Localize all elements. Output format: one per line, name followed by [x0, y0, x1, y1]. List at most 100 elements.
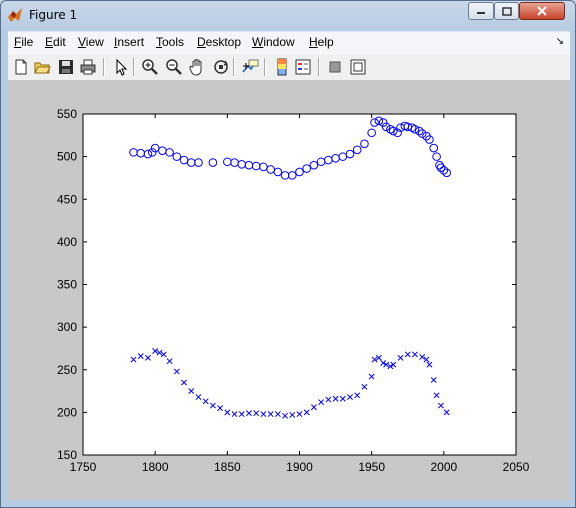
minimize-icon [477, 12, 485, 14]
data-point-circle [370, 118, 379, 127]
data-point-cross [325, 396, 332, 403]
menu-help-mnemonic: H [309, 35, 318, 49]
rotate-3d-button[interactable] [212, 58, 230, 76]
x-tick-label: 1900 [286, 460, 313, 474]
menu-desktop[interactable]: Desktop [197, 35, 241, 49]
menu-help-text: elp [317, 35, 334, 49]
colorbar-button[interactable] [273, 58, 291, 76]
data-point-cross [224, 409, 231, 416]
maximize-icon [501, 6, 512, 16]
menu-view[interactable]: View [78, 35, 104, 49]
toolbar-separator [318, 58, 320, 76]
data-point-cross [397, 354, 404, 361]
zoom-in-button[interactable] [141, 58, 159, 76]
legend-button[interactable] [294, 58, 312, 76]
data-point-cross [130, 356, 137, 363]
data-point-circle [435, 160, 444, 170]
data-point-circle [425, 135, 434, 144]
y-tick-label: 200 [57, 405, 77, 419]
data-point-circle [374, 116, 384, 126]
x-tick-label: 2000 [430, 460, 457, 474]
y-tick-label: 450 [57, 192, 77, 206]
data-point-circle [287, 171, 297, 180]
data-cursor-icon [242, 59, 259, 73]
data-point-circle [367, 128, 376, 138]
data-point-circle [309, 160, 319, 170]
hide-plot-tools-button[interactable] [326, 58, 344, 76]
toolbar-separator [103, 58, 105, 76]
data-point-cross [231, 411, 238, 418]
figure-toolbar [8, 53, 570, 81]
axes-background[interactable] [83, 114, 516, 455]
data-point-circle [194, 158, 203, 167]
colorbar-icon [277, 58, 287, 76]
data-point-cross [332, 395, 339, 402]
select-arrow-icon [116, 58, 128, 76]
zoom-out-icon [166, 59, 182, 75]
data-point-cross [289, 411, 296, 418]
data-point-circle [414, 126, 424, 136]
y-tick-label: 150 [57, 448, 77, 462]
save-icon [59, 60, 73, 74]
data-point-circle [172, 152, 182, 161]
data-point-circle [393, 128, 402, 138]
menu-file-mnemonic: F [14, 35, 22, 49]
new-figure-icon [15, 59, 27, 75]
open-file-button[interactable] [33, 58, 51, 76]
menu-file[interactable]: File [14, 35, 33, 49]
data-point-circle [165, 148, 174, 157]
menu-edit[interactable]: Edit [45, 35, 66, 49]
pan-hand-icon [189, 59, 202, 76]
maximize-button[interactable] [494, 2, 519, 20]
select-arrow-button[interactable] [112, 58, 130, 76]
data-point-circle [273, 167, 283, 177]
data-point-cross [310, 404, 317, 411]
data-point-cross [375, 354, 382, 361]
data-point-cross [354, 392, 361, 399]
minimize-button[interactable] [468, 2, 494, 20]
data-point-circle [389, 126, 398, 136]
pan-hand-button[interactable] [188, 58, 206, 76]
save-button[interactable] [57, 58, 75, 76]
data-point-cross [426, 361, 433, 368]
data-point-cross [144, 354, 151, 361]
data-point-circle [345, 149, 355, 159]
show-plot-tools-button[interactable] [349, 58, 367, 76]
menu-help[interactable]: Help [309, 35, 334, 49]
menu-window[interactable]: Window [252, 35, 295, 49]
data-point-cross [387, 363, 394, 370]
data-point-circle [360, 139, 369, 149]
data-point-cross [188, 388, 195, 395]
data-point-cross [347, 394, 353, 400]
data-point-cross [423, 356, 430, 363]
x-tick-label: 1800 [142, 460, 169, 474]
close-button[interactable] [519, 2, 565, 20]
menu-window-mnemonic: W [252, 35, 264, 49]
data-point-cross [267, 411, 274, 418]
menu-edit-mnemonic: E [45, 35, 54, 49]
menu-desktop-mnemonic: D [197, 35, 206, 49]
plot-svg[interactable]: 1750 1800 1850 1900 1950 2000 2050 150 200 250 300… [8, 80, 570, 500]
print-button[interactable] [79, 58, 97, 76]
data-point-cross [156, 349, 163, 356]
close-icon [537, 6, 547, 16]
menu-insert[interactable]: Insert [114, 35, 144, 49]
data-point-cross [246, 410, 252, 417]
zoom-in-icon [142, 59, 158, 75]
dock-arrow-icon[interactable]: ↘ [555, 36, 564, 47]
data-cursor-button[interactable] [241, 58, 259, 76]
y-tick-label: 500 [57, 150, 77, 164]
menu-file-text: ile [21, 35, 34, 49]
data-point-cross [433, 392, 440, 399]
data-point-circle [208, 158, 218, 167]
print-icon [80, 59, 96, 75]
data-point-cross [253, 410, 260, 417]
title-bar[interactable]: Figure 1 [1, 1, 575, 31]
zoom-out-button[interactable] [165, 58, 183, 76]
data-point-cross [339, 395, 346, 402]
data-point-cross [173, 368, 180, 375]
data-point-cross [419, 354, 426, 360]
new-figure-button[interactable] [12, 58, 30, 76]
data-point-circle [295, 167, 304, 177]
menu-tools[interactable]: Tools [156, 35, 184, 49]
